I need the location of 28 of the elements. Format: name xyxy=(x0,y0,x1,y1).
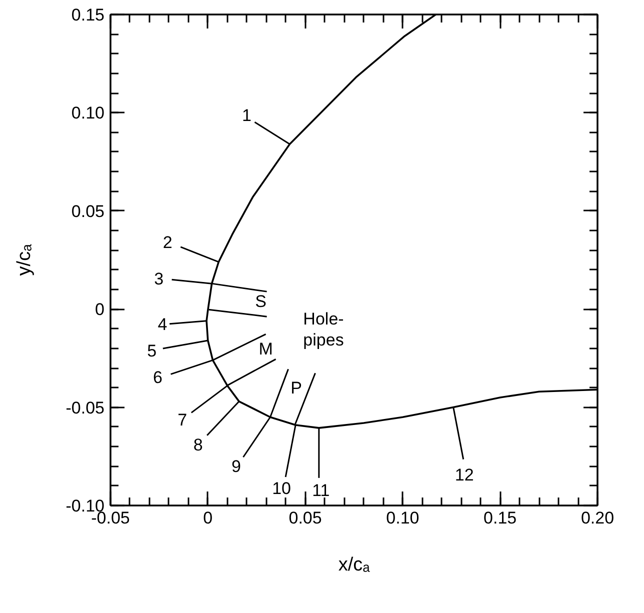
annotation: 12 xyxy=(454,465,474,484)
x-axis-title: x/cₐ xyxy=(338,554,371,576)
x-tick-label: 0.15 xyxy=(484,508,517,528)
annotation: 4 xyxy=(158,314,168,334)
annotation: 11 xyxy=(312,480,330,500)
annotation: 10 xyxy=(272,478,292,498)
annotation: 1 xyxy=(242,106,252,126)
y-tick-label: 0.10 xyxy=(71,104,105,123)
annotation: 9 xyxy=(232,457,241,476)
annotation: P xyxy=(290,378,302,398)
annotation: M xyxy=(258,340,273,359)
x-tick-label: 0.05 xyxy=(288,508,322,528)
x-tick-label: 0.20 xyxy=(580,508,614,528)
y-tick-label: -0.05 xyxy=(66,398,104,418)
annotation: S xyxy=(255,292,266,312)
annotation: 5 xyxy=(147,342,157,361)
annotation: Hole- pipes xyxy=(303,310,344,350)
y-tick-label: 0 xyxy=(95,300,105,320)
y-axis-title: y/cₐ xyxy=(14,243,35,276)
annotation: 8 xyxy=(193,435,203,454)
x-tick-label: 0.10 xyxy=(386,508,420,528)
annotation: 2 xyxy=(162,232,172,252)
annotation: 7 xyxy=(178,410,188,430)
annotation: 6 xyxy=(153,368,163,388)
y-tick-label: 0.15 xyxy=(71,6,105,24)
annotation: 3 xyxy=(154,270,164,289)
y-tick-label: 0.05 xyxy=(71,202,105,221)
x-tick-label: 0 xyxy=(203,508,213,528)
